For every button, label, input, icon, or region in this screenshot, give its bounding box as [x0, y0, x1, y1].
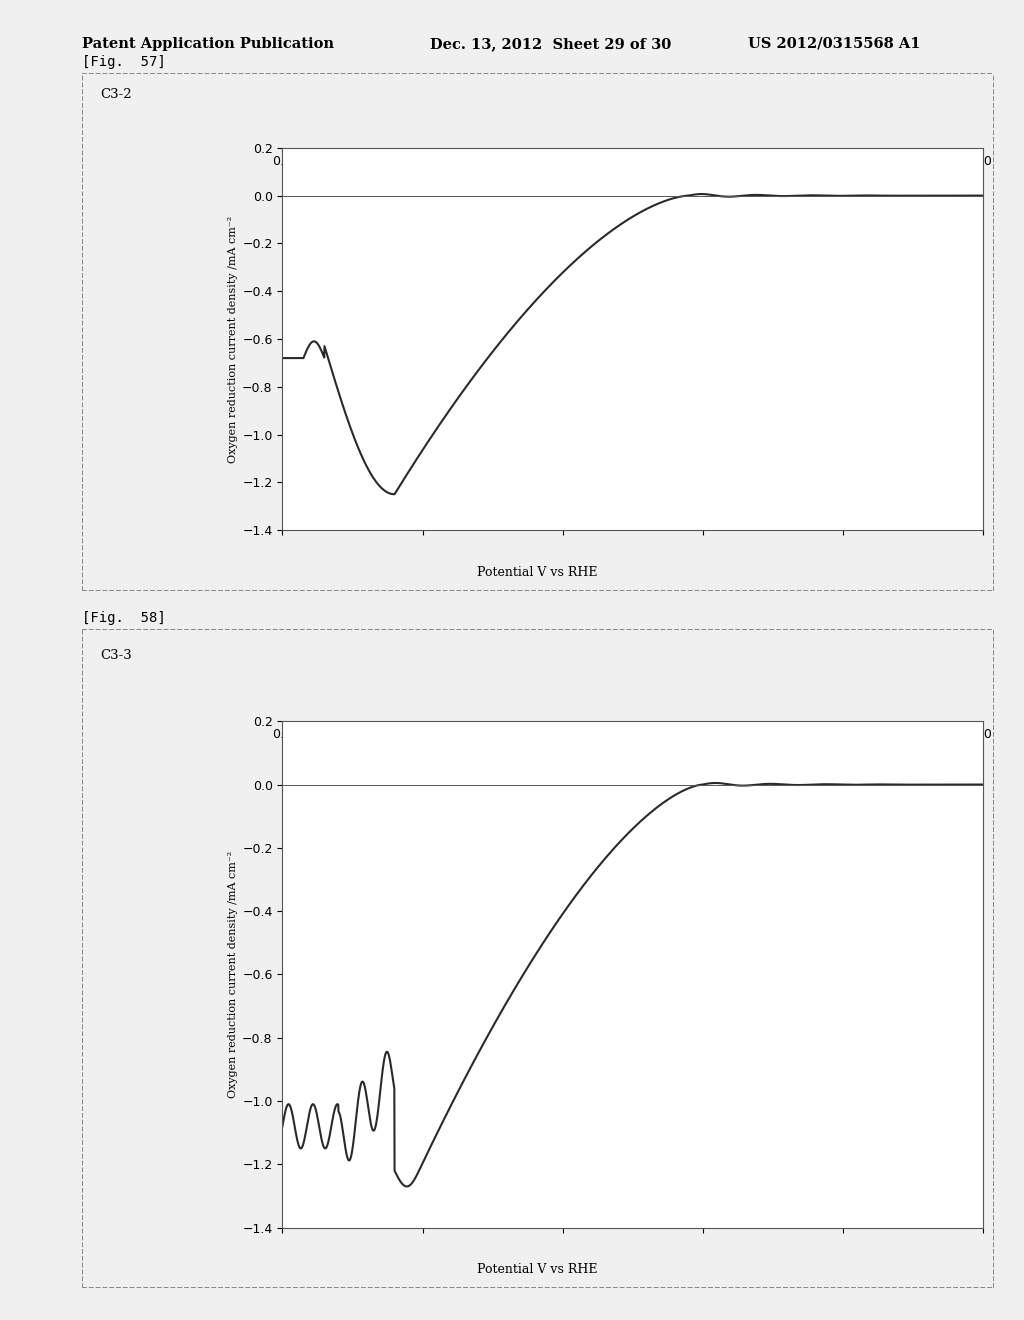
Text: US 2012/0315568 A1: US 2012/0315568 A1 [748, 37, 920, 51]
Y-axis label: Oxygen reduction current density /mA cm⁻²: Oxygen reduction current density /mA cm⁻… [228, 215, 238, 462]
Text: C3-3: C3-3 [100, 649, 132, 661]
Text: Dec. 13, 2012  Sheet 29 of 30: Dec. 13, 2012 Sheet 29 of 30 [430, 37, 672, 51]
Text: [Fig.  58]: [Fig. 58] [82, 611, 166, 626]
Text: Potential V vs RHE: Potential V vs RHE [477, 1263, 598, 1276]
Text: Potential V vs RHE: Potential V vs RHE [477, 566, 598, 579]
Y-axis label: Oxygen reduction current density /mA cm⁻²: Oxygen reduction current density /mA cm⁻… [228, 851, 238, 1098]
Text: Patent Application Publication: Patent Application Publication [82, 37, 334, 51]
Text: C3-2: C3-2 [100, 88, 132, 102]
Text: [Fig.  57]: [Fig. 57] [82, 54, 166, 69]
